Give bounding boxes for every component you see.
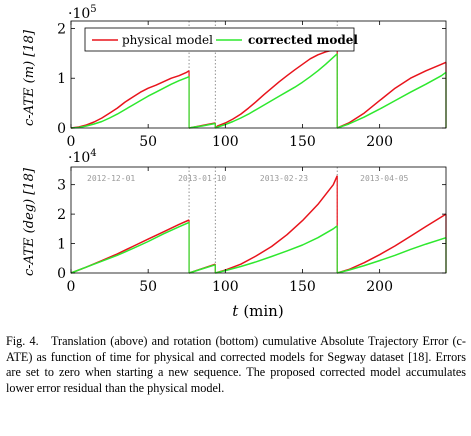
top-plot-area: 0 1 2 0 50 100 150 200 (57, 21, 447, 150)
top-y-tick-label: 0 (57, 121, 66, 137)
top-physical-series-line (70, 70, 190, 129)
bottom-corrected-series-line (188, 264, 216, 274)
top-exponent-label: ·105 (68, 4, 97, 22)
caption-label: Fig. 4. (6, 334, 39, 348)
top-x-tick-label: 200 (366, 134, 393, 150)
legend-physical-label: physical model (122, 33, 213, 47)
bottom-physical-series-line (70, 219, 190, 274)
bottom-exponent-label: ·104 (68, 148, 97, 166)
top-chart: ·105 c-ATE (m) [18] 0 1 2 0 50 100 150 200 phys… (22, 4, 447, 150)
bottom-x-tick-label: 0 (67, 279, 76, 295)
x-axis-label: t (min) (232, 302, 283, 320)
sequence-date-label: 2013-01-10 (178, 174, 226, 183)
top-y-tick-label: 2 (57, 21, 66, 37)
bottom-physical-series-line (336, 213, 447, 274)
top-physical-series-line (336, 61, 447, 129)
bottom-y-tick-label: 3 (57, 178, 66, 194)
top-y-axis-label: c-ATE (m) [18] (22, 29, 37, 126)
bottom-y-axis-label: c-ATE (deg) [18] (22, 167, 37, 276)
bottom-y-tick-label: 2 (57, 207, 66, 223)
bottom-corrected-series-line (215, 225, 338, 274)
top-y-tick-label: 1 (57, 71, 66, 87)
bottom-plot-area: 2012-12-01 2013-01-10 2013-02-23 2013-04-05… (57, 167, 447, 295)
top-x-tick-label: 150 (289, 134, 316, 150)
bottom-y-tick-label: 0 (57, 266, 66, 282)
bottom-y-tick-label: 1 (57, 237, 66, 253)
legend: physical model corrected model (84, 27, 358, 52)
bottom-physical-series-line (215, 175, 338, 274)
top-corrected-series-line (188, 122, 216, 129)
top-corrected-series-line (215, 53, 338, 129)
bottom-chart: ·104 c-ATE (deg) [18] 2012-12-01 2013-01-… (22, 148, 447, 320)
top-x-tick-label: 0 (67, 134, 76, 150)
sequence-date-label: 2012-12-01 (87, 174, 135, 183)
bottom-x-tick-label: 200 (366, 279, 393, 295)
bottom-x-tick-label: 150 (289, 279, 316, 295)
top-x-tick-label: 50 (139, 134, 157, 150)
top-x-tick-label: 100 (212, 134, 239, 150)
bottom-plot-frame (70, 166, 447, 274)
bottom-x-tick-label: 50 (139, 279, 157, 295)
bottom-corrected-series-line (337, 236, 447, 274)
figure-caption: Fig. 4. Translation (above) and rotation… (6, 334, 466, 396)
bottom-corrected-series-line (70, 221, 190, 274)
bottom-x-tick-label: 100 (212, 279, 239, 295)
sequence-date-label: 2013-02-23 (260, 174, 308, 183)
top-corrected-series-line (336, 71, 447, 129)
sequence-date-label: 2013-04-05 (360, 174, 408, 183)
top-plot-frame (70, 20, 447, 129)
top-physical-series-line (214, 47, 338, 129)
legend-corrected-label: corrected model (248, 33, 358, 47)
caption-text: Translation (above) and rotation (bottom… (6, 334, 466, 395)
top-corrected-series-line (70, 76, 190, 129)
